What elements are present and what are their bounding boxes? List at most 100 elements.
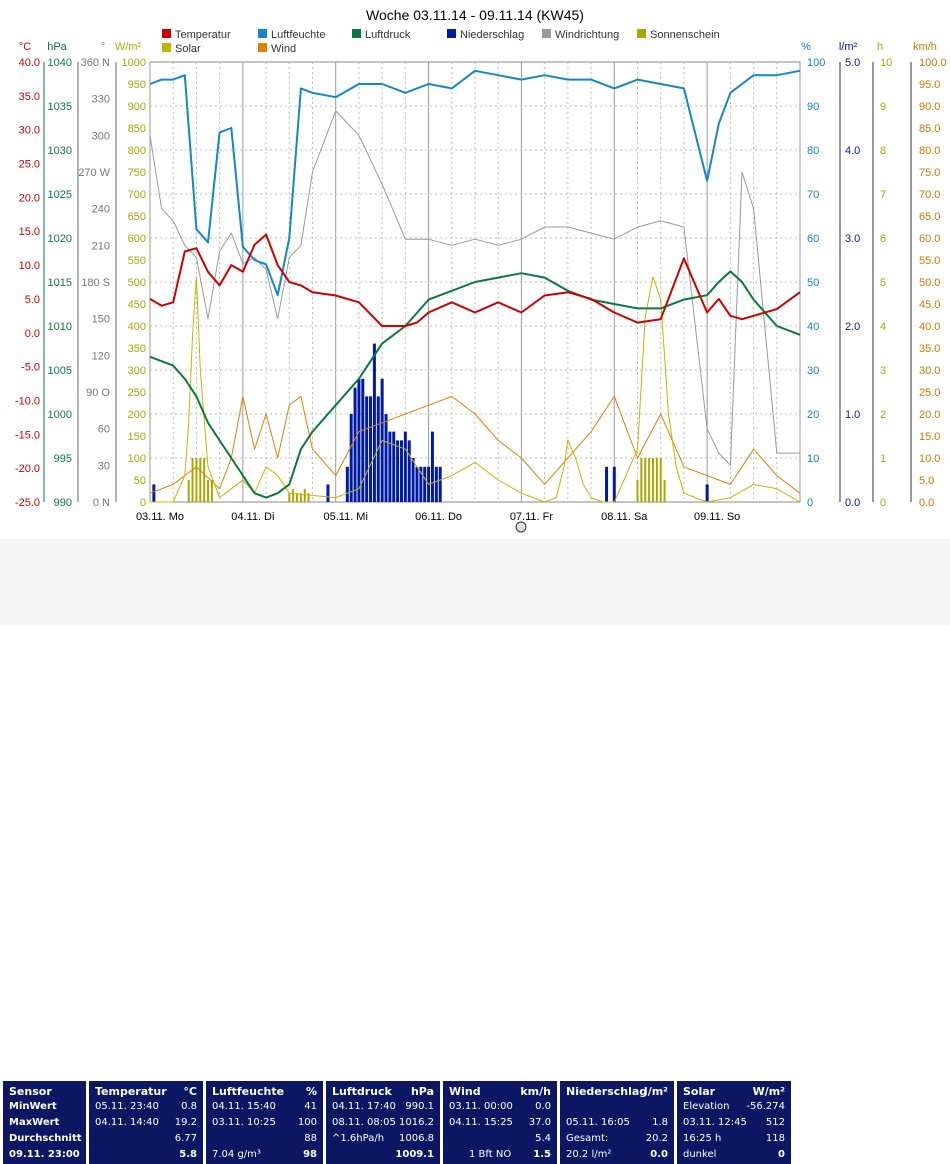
bar-sonnenschein	[207, 480, 210, 502]
hum-abs: 7.04 g/m³	[212, 1149, 261, 1160]
tick-wind: 100.0	[919, 57, 947, 69]
rain-total: 20.2	[645, 1133, 668, 1144]
tick-temp: -15.0	[15, 429, 40, 441]
rain-unit: l/m²	[643, 1085, 668, 1098]
tick-wind: 30.0	[919, 365, 940, 377]
bar-sonnenschein	[636, 480, 639, 502]
tick-solar: 500	[128, 277, 146, 289]
rain-header: Niederschlag	[566, 1085, 648, 1098]
tick-solar: 750	[128, 167, 146, 179]
legend-item: Windrichtung	[555, 29, 619, 41]
wind-min: 0.0	[535, 1101, 551, 1112]
tick-dir: 150	[92, 314, 110, 326]
unit-label-sun: h	[877, 41, 883, 53]
temp-min-time: 05.11. 23:40	[95, 1101, 159, 1112]
solar-unit: W/m²	[752, 1085, 785, 1098]
tick-dir: 90 O	[86, 387, 110, 399]
wind-max: 37.0	[528, 1117, 551, 1128]
label-max: MaxWert	[9, 1117, 60, 1128]
tick-hum: 70	[807, 189, 819, 201]
tick-solar: 700	[128, 189, 146, 201]
day-label: 05.11. Mi	[323, 511, 367, 523]
tick-sun: 10	[880, 57, 892, 69]
tick-wind: 60.0	[919, 233, 940, 245]
legend-swatch	[162, 43, 171, 52]
tick-hum: 10	[807, 453, 819, 465]
tick-solar: 250	[128, 387, 146, 399]
tick-sun: 1	[880, 453, 886, 465]
panel-solar: Solar W/m² Elevation -56.274 03.11. 12:45 5…	[677, 1081, 791, 1164]
wind-last: 1.5	[533, 1149, 551, 1160]
temp-max: 19.2	[174, 1117, 197, 1128]
bar-niederschlag	[423, 466, 427, 502]
tick-press: 1030	[48, 145, 72, 157]
tick-wind: 85.0	[919, 123, 940, 135]
solar-max: 512	[765, 1117, 785, 1128]
time-marker-icon[interactable]	[515, 521, 527, 533]
tick-hum: 0	[807, 497, 813, 509]
unit-labels: °C hPa ° W/m²% l/m² h km/h	[19, 41, 937, 53]
tick-press: 1025	[48, 189, 72, 201]
solar-elev-label: Elevation	[683, 1101, 730, 1112]
legend-swatch	[447, 29, 456, 38]
bar-sonnenschein	[651, 458, 654, 502]
solar-state: dunkel	[683, 1149, 717, 1160]
tick-dir: 360 N	[81, 57, 110, 69]
legend-item: Niederschlag	[460, 29, 524, 41]
tick-hum: 50	[807, 277, 819, 289]
hum-min-time: 04.11. 15:40	[212, 1101, 276, 1112]
temp-last: 5.8	[179, 1149, 197, 1160]
panel-rain: Niederschlag l/m² 05.11. 16:05 1.8 Gesamt:…	[560, 1081, 674, 1164]
bar-sonnenschein	[199, 458, 202, 502]
hum-header: Luftfeuchte	[212, 1085, 285, 1098]
sensor-header: Sensor	[9, 1085, 52, 1098]
legend-swatch	[352, 29, 361, 38]
temp-unit: °C	[183, 1085, 197, 1098]
tick-solar: 100	[128, 453, 146, 465]
bar-sonnenschein	[288, 493, 291, 502]
line-luftfeuchte	[149, 69, 801, 297]
day-label: 04.11. Di	[231, 511, 274, 523]
tick-hum: 100	[807, 57, 825, 69]
weather-chart: Woche 03.11.14 - 09.11.14 (KW45) Tempera…	[15, 7, 947, 533]
tick-solar: 1000	[122, 57, 146, 69]
bar-sonnenschein	[307, 493, 310, 502]
tick-solar: 0	[140, 497, 146, 509]
temp-avg: 6.77	[174, 1133, 197, 1144]
tick-sun: 2	[880, 409, 886, 421]
day-label: 08.11. Sa	[601, 511, 648, 523]
tick-rain: 3.0	[845, 233, 860, 245]
legend-swatch	[162, 29, 171, 38]
bar-sonnenschein	[663, 480, 666, 502]
bar-niederschlag	[403, 431, 407, 502]
tick-sun: 0	[880, 497, 886, 509]
series-lines	[149, 69, 801, 503]
bar-sonnenschein	[640, 458, 643, 502]
unit-label-hum: %	[801, 41, 811, 53]
hum-avg: 88	[304, 1133, 317, 1144]
line-solar	[150, 276, 801, 503]
bar-niederschlag	[357, 378, 361, 502]
unit-label-rain: l/m²	[839, 41, 858, 53]
tick-sun: 3	[880, 365, 886, 377]
tick-rain: 4.0	[845, 145, 860, 157]
day-label: 06.11. Do	[415, 511, 462, 523]
tick-dir: 60	[98, 424, 110, 436]
solar-duration: 16:25 h	[683, 1133, 722, 1144]
tick-temp: 5.0	[25, 294, 40, 306]
panel-temp: Temperatur °C 05.11. 23:40 0.8 04.11. 14:4…	[89, 1081, 203, 1164]
tick-dir: 30	[98, 460, 110, 472]
bar-niederschlag	[372, 343, 376, 502]
bar-niederschlag	[349, 414, 353, 502]
wind-header: Wind	[449, 1085, 481, 1098]
temp-header: Temperatur	[95, 1085, 167, 1098]
tick-hum: 30	[807, 365, 819, 377]
tick-temp: 35.0	[19, 91, 40, 103]
axes: 40.035.030.025.020.015.010.05.00.0-5.0-1…	[15, 57, 947, 509]
tick-solar: 900	[128, 101, 146, 113]
solar-max-time: 03.11. 12:45	[683, 1117, 747, 1128]
tick-dir: 300	[92, 130, 110, 142]
tick-wind: 20.0	[919, 409, 940, 421]
bar-niederschlag	[396, 440, 400, 502]
tick-press: 995	[54, 453, 72, 465]
